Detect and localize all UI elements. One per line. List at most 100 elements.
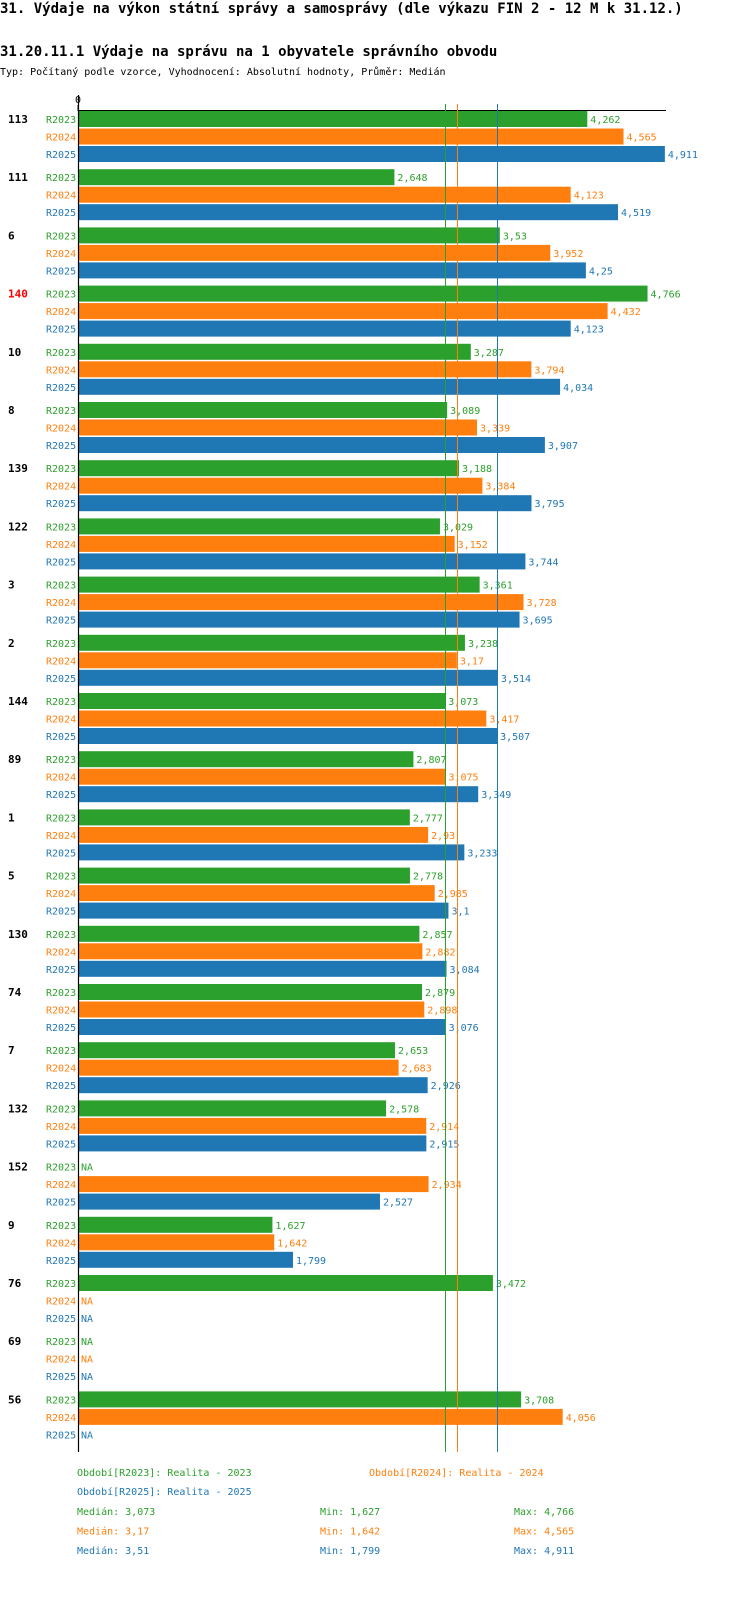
- series-label: R2024: [46, 424, 76, 435]
- value-label: 2,879: [425, 988, 455, 999]
- series-label: R2025: [46, 1256, 76, 1267]
- series-label: R2025: [46, 383, 76, 394]
- value-label: 4,262: [590, 115, 620, 126]
- category-label: 140: [8, 288, 28, 301]
- category-label: 69: [8, 1335, 21, 1348]
- value-label: 2,857: [422, 930, 452, 941]
- bar: [78, 262, 586, 279]
- na-label: NA: [81, 1337, 93, 1348]
- bar: [78, 402, 448, 418]
- series-label: R2024: [46, 1238, 76, 1249]
- category-label: 6: [8, 229, 15, 242]
- category-label: 1: [8, 811, 15, 824]
- value-label: 4,565: [627, 133, 657, 144]
- value-label: 3,907: [548, 441, 578, 452]
- series-label: R2023: [46, 813, 76, 824]
- chart-subtitle: Typ: Počítaný podle vzorce, Vyhodnocení:…: [0, 66, 446, 78]
- value-label: 4,25: [589, 266, 613, 277]
- series-label: R2023: [46, 581, 76, 592]
- value-label: 2,578: [389, 1104, 419, 1115]
- bar: [78, 1019, 446, 1035]
- value-label: 3,1: [451, 907, 469, 918]
- series-label: R2023: [46, 173, 76, 184]
- plot-area: 0113R20234,262R20244,565R20254,911111R20…: [8, 95, 698, 1452]
- category-label: 89: [8, 753, 21, 766]
- category-label: 10: [8, 346, 21, 359]
- series-label: R2024: [46, 831, 76, 842]
- series-label: R2025: [46, 1198, 76, 1209]
- value-label: 2,915: [429, 1139, 459, 1150]
- value-label: 3,695: [523, 616, 553, 627]
- bar: [78, 768, 446, 785]
- bar: [78, 594, 524, 611]
- bar: [78, 1077, 428, 1094]
- series-label: R2024: [46, 1355, 76, 1366]
- bar: [78, 495, 532, 512]
- value-label: 3,073: [448, 697, 478, 708]
- series-label: R2024: [46, 133, 76, 144]
- bar: [78, 285, 648, 302]
- bar: [78, 1135, 427, 1152]
- value-label: 2,683: [402, 1064, 432, 1075]
- legend-max: Max: 4,766: [514, 1507, 574, 1518]
- series-label: R2023: [46, 1337, 76, 1348]
- value-label: 3,514: [501, 674, 531, 685]
- series-label: R2023: [46, 1163, 76, 1174]
- series-label: R2025: [46, 1081, 76, 1092]
- series-label: R2025: [46, 1139, 76, 1150]
- value-label: 2,778: [413, 872, 443, 883]
- value-label: 2,985: [438, 889, 468, 900]
- bar: [78, 1059, 399, 1076]
- series-label: R2024: [46, 947, 76, 958]
- bar: [78, 1117, 427, 1134]
- bar: [78, 710, 487, 727]
- na-label: NA: [81, 1314, 93, 1325]
- bar: [78, 652, 457, 669]
- series-label: R2024: [46, 191, 76, 202]
- value-label: 2,898: [427, 1006, 457, 1017]
- value-label: 3,084: [450, 965, 480, 976]
- category-label: 139: [8, 462, 28, 475]
- series-label: R2024: [46, 365, 76, 376]
- category-label: 5: [8, 870, 15, 883]
- value-label: 3,029: [443, 522, 473, 533]
- value-label: 2,527: [383, 1198, 413, 1209]
- value-label: 3,728: [526, 598, 556, 609]
- bar: [78, 378, 561, 395]
- value-label: 2,777: [413, 813, 443, 824]
- series-label: R2025: [46, 907, 76, 918]
- bar: [78, 303, 608, 320]
- category-label: 3: [8, 579, 15, 592]
- value-label: 3,075: [448, 773, 478, 784]
- bar: [78, 669, 498, 686]
- value-label: 3,952: [553, 249, 583, 260]
- value-label: 2,914: [429, 1122, 459, 1133]
- value-label: 4,123: [574, 191, 604, 202]
- bar: [78, 320, 571, 337]
- bar: [78, 844, 465, 861]
- bar: [78, 361, 532, 378]
- value-label: 3,417: [489, 715, 519, 726]
- bar: [78, 535, 455, 552]
- series-label: R2023: [46, 872, 76, 883]
- bar: [78, 728, 498, 744]
- series-label: R2023: [46, 1104, 76, 1115]
- series-label: R2025: [46, 1314, 76, 1325]
- category-label: 113: [8, 113, 28, 126]
- series-label: R2024: [46, 598, 76, 609]
- bar: [78, 1042, 396, 1059]
- value-label: 3,339: [480, 424, 510, 435]
- series-label: R2023: [46, 406, 76, 417]
- series-label: R2025: [46, 325, 76, 336]
- bar: [78, 867, 410, 884]
- series-label: R2023: [46, 231, 76, 242]
- series-label: R2023: [46, 1221, 76, 1232]
- bar: [78, 169, 395, 186]
- series-label: R2023: [46, 115, 76, 126]
- series-label: R2024: [46, 656, 76, 667]
- value-label: 4,766: [651, 290, 681, 301]
- indicator-title: 31.20.11.1 Výdaje na správu na 1 obyvate…: [0, 44, 497, 60]
- bar: [78, 419, 478, 436]
- value-label: 2,882: [425, 947, 455, 958]
